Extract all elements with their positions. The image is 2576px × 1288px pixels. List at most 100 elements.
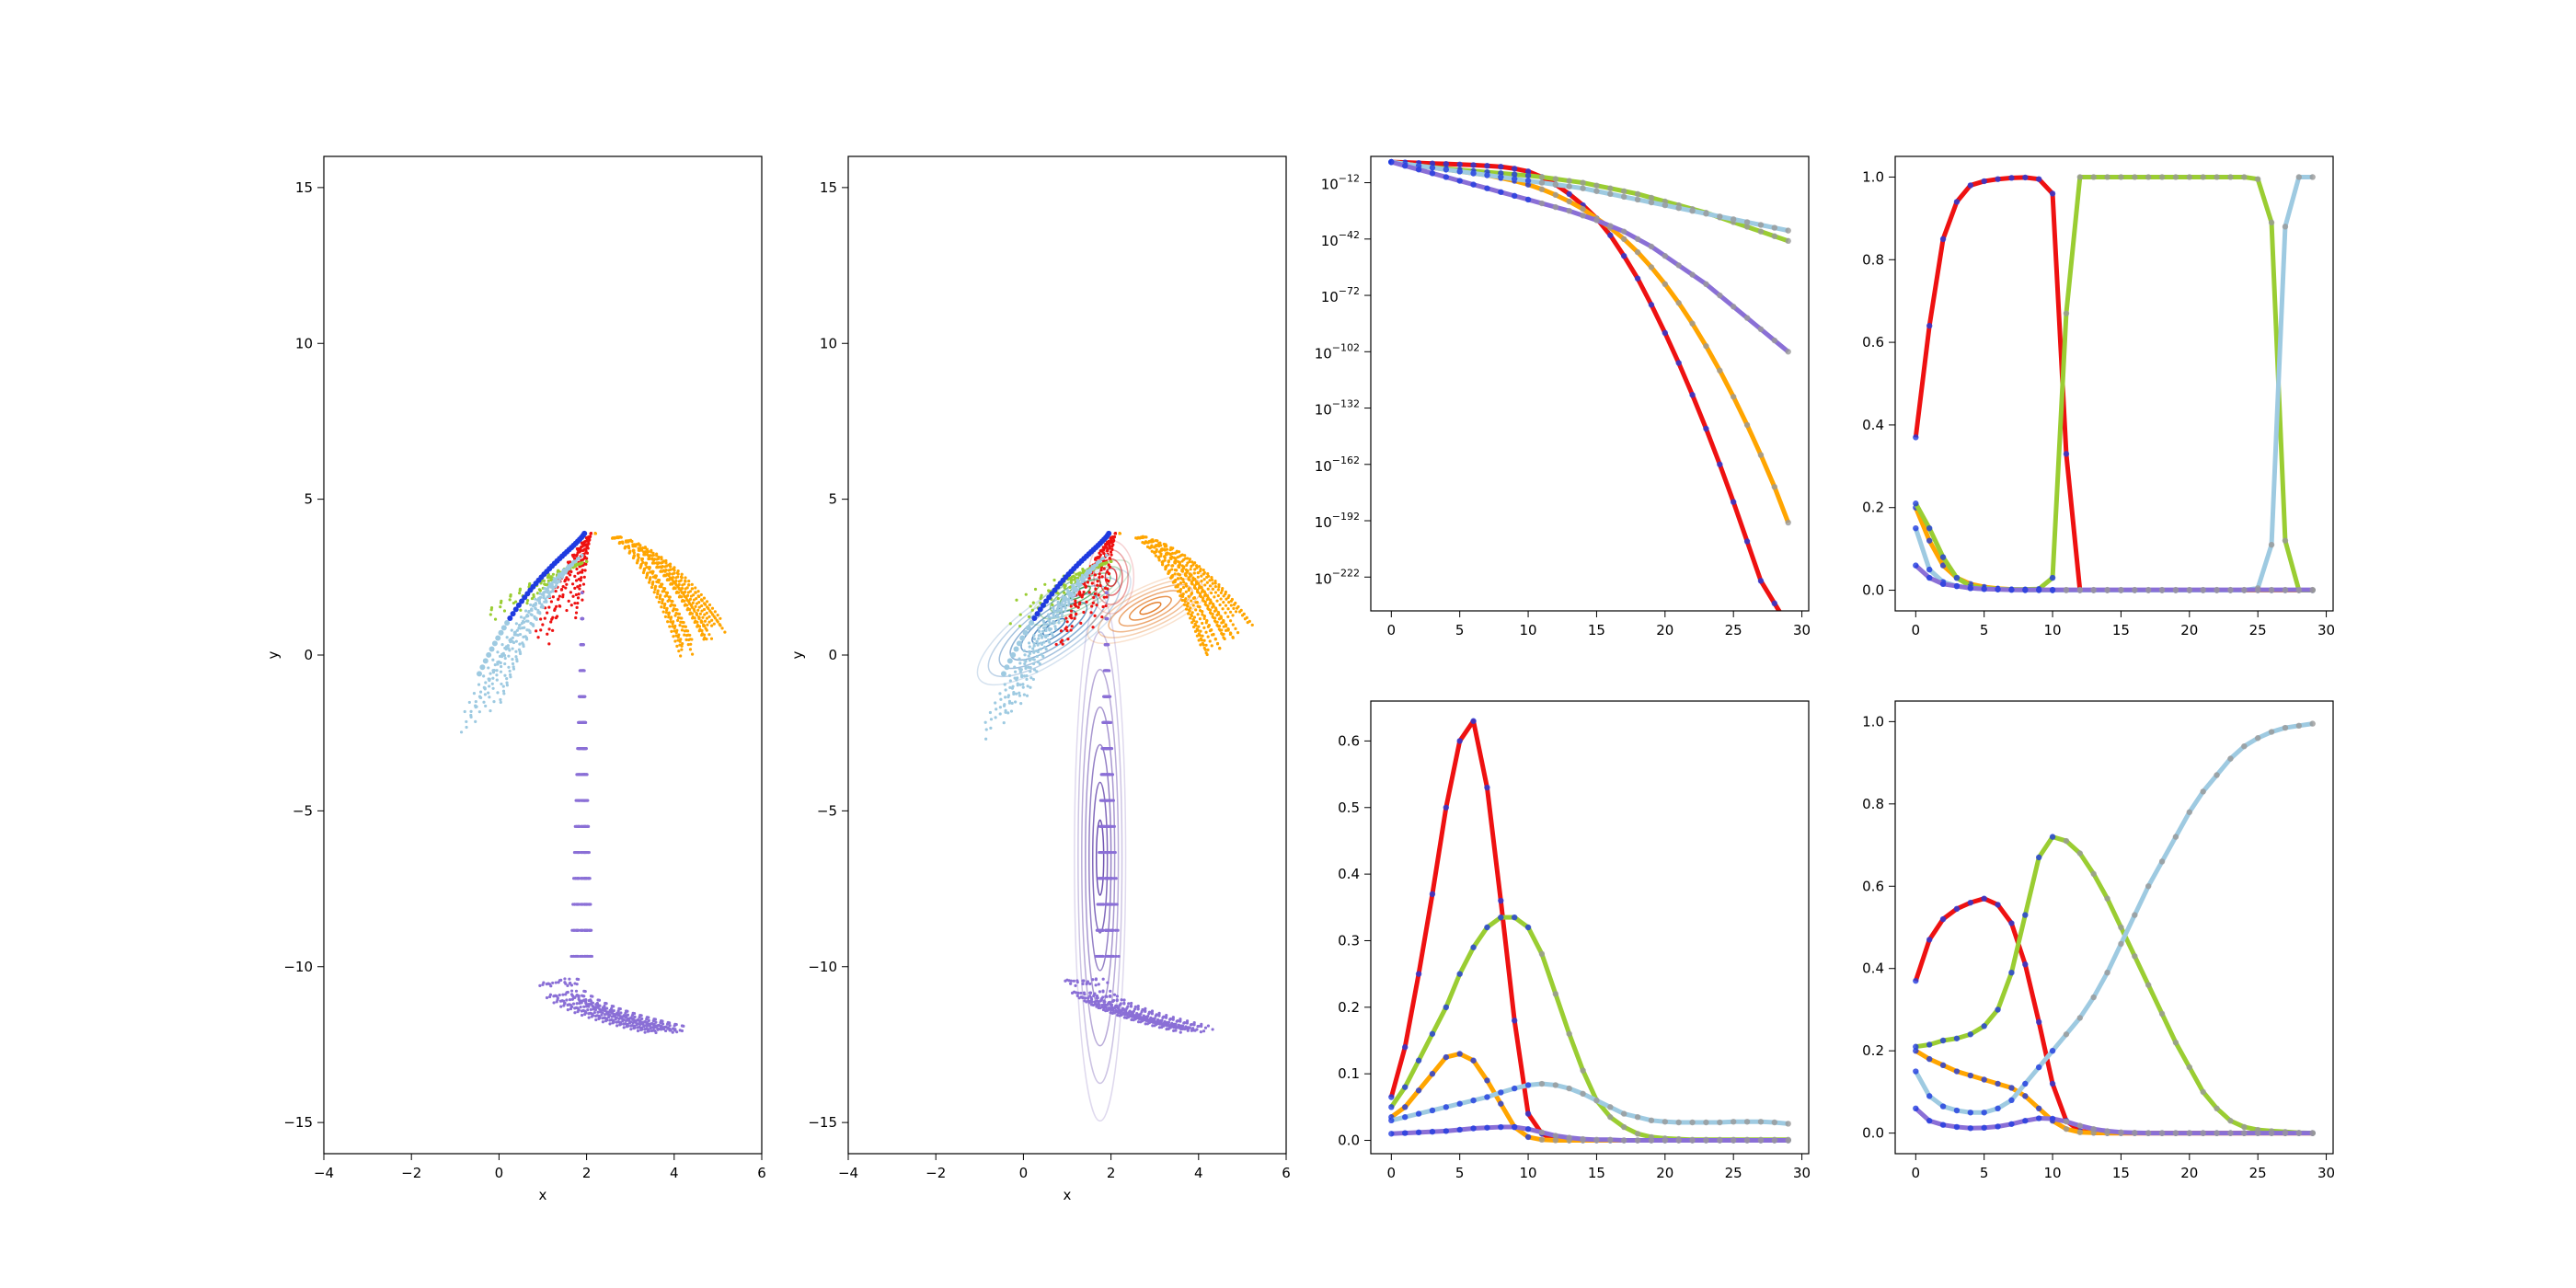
data-point xyxy=(1634,190,1641,198)
data-point xyxy=(1511,1085,1518,1092)
data-point xyxy=(1429,1030,1436,1037)
data-point xyxy=(1953,1107,1961,1114)
scatter-point-purple xyxy=(671,1030,674,1034)
scatter-point-lightblue xyxy=(1066,598,1070,602)
scatter-point-purple xyxy=(1091,1003,1096,1007)
scatter-point-orange xyxy=(719,616,722,620)
data-point xyxy=(1388,1104,1395,1110)
scatter-point-purple xyxy=(622,1018,626,1022)
scatter-point-red xyxy=(1091,626,1095,629)
scatter-point-orange xyxy=(628,539,633,543)
scatter-point-orange xyxy=(702,596,707,600)
scatter-point-lightblue xyxy=(1058,604,1062,607)
data-point xyxy=(1967,1110,1974,1116)
scatter-point-orange xyxy=(1227,601,1231,604)
scatter-point-red xyxy=(566,560,570,564)
scatter-point-green xyxy=(499,605,502,609)
scatter-point-orange xyxy=(1213,619,1217,623)
scatter-point-orange xyxy=(1208,579,1212,582)
scatter-point-purple xyxy=(1108,669,1111,673)
data-point xyxy=(1939,1103,1947,1110)
scatter-point-lightblue xyxy=(507,654,511,658)
scatter-point-orange xyxy=(683,604,686,607)
scatter-point-purple xyxy=(1088,994,1092,998)
data-point xyxy=(1566,1085,1572,1092)
scatter-point-purple xyxy=(643,1030,647,1034)
scatter-point-orange xyxy=(1226,615,1230,619)
scatter-point-lightblue xyxy=(482,700,486,704)
scatter-point-orange xyxy=(1192,571,1196,575)
scatter-point-orange xyxy=(1189,568,1192,571)
contour-line xyxy=(1088,743,1112,972)
scatter-point-purple xyxy=(1097,928,1101,932)
x-tick-label: −2 xyxy=(926,1165,946,1181)
scatter-point-lightblue xyxy=(1007,701,1012,705)
scatter-point-lightblue xyxy=(1008,679,1012,683)
scatter-point-purple xyxy=(1123,1011,1127,1016)
scatter-point-lightblue xyxy=(989,726,993,730)
scatter-point-purple xyxy=(579,1006,582,1009)
scatter-point-orange xyxy=(1219,615,1223,619)
data-point xyxy=(2118,586,2124,593)
scatter-point-purple xyxy=(1144,1006,1147,1011)
scatter-point-green xyxy=(557,569,561,573)
scatter-point-purple xyxy=(1088,991,1093,995)
data-point xyxy=(2035,1018,2042,1026)
scatter-point-green xyxy=(1063,591,1066,594)
scatter-point-green xyxy=(1075,572,1078,576)
scatter-point-orange xyxy=(689,642,693,646)
data-point xyxy=(1538,950,1546,958)
scatter-point-orange xyxy=(679,589,683,592)
trajectory-point xyxy=(504,620,511,627)
scatter-point-purple xyxy=(1098,990,1102,994)
axes-frame xyxy=(1370,700,1810,1155)
scatter-point-purple xyxy=(1165,1028,1168,1031)
scatter-point-purple xyxy=(675,1030,679,1034)
scatter-point-purple xyxy=(569,981,572,985)
scatter-point-purple xyxy=(585,1003,589,1006)
scatter-point-orange xyxy=(696,594,700,598)
scatter-point-red xyxy=(573,602,577,605)
scatter-point-lightblue xyxy=(487,691,490,695)
scatter-point-orange xyxy=(694,604,697,608)
data-point xyxy=(2268,1130,2275,1136)
scatter-point-lightblue xyxy=(988,710,993,715)
scatter-point-purple xyxy=(652,1022,656,1026)
scatter-point-red xyxy=(1069,613,1073,617)
scatter-point-orange xyxy=(698,612,702,615)
scatter-point-lightblue xyxy=(499,664,503,669)
data-point xyxy=(1771,600,1778,607)
scatter-point-orange xyxy=(1166,551,1169,555)
y-tick-label: 0.2 xyxy=(1862,1042,1884,1059)
scatter-point-purple xyxy=(593,1007,598,1012)
data-point xyxy=(2186,1130,2193,1136)
scatter-point-purple xyxy=(588,903,592,906)
data-point xyxy=(2035,1064,2042,1071)
scatter-point-lightblue xyxy=(983,720,987,724)
scatter-point-lightblue xyxy=(499,661,502,665)
y-tick-label: 0.1 xyxy=(1338,1065,1360,1082)
x-tick-label: 25 xyxy=(2249,1165,2267,1181)
scatter-point-orange xyxy=(1151,538,1155,542)
scatter-point-orange xyxy=(1182,581,1186,584)
scatter-point-green xyxy=(518,587,523,591)
scatter-point-red xyxy=(1087,591,1091,594)
data-point xyxy=(1703,211,1709,217)
axes-frame xyxy=(1894,155,2334,612)
scatter-point-purple xyxy=(581,643,585,647)
scatter-point-orange xyxy=(1204,621,1208,625)
data-point xyxy=(1443,1128,1450,1134)
scatter-point-green xyxy=(1069,581,1074,584)
scatter-point-orange xyxy=(1225,597,1228,601)
scatter-point-lightblue xyxy=(1024,660,1028,663)
data-point xyxy=(1981,1076,1987,1083)
scatter-point-purple xyxy=(1111,928,1115,932)
scatter-point-orange xyxy=(658,596,661,601)
scatter-point-orange xyxy=(1173,580,1177,584)
scatter-point-lightblue xyxy=(561,573,565,577)
data-point xyxy=(1429,170,1436,177)
scatter-point-orange xyxy=(1211,581,1214,585)
scatter-point-green xyxy=(537,588,541,592)
scatter-point-orange xyxy=(643,567,647,570)
scatter-point-purple xyxy=(566,1008,569,1012)
